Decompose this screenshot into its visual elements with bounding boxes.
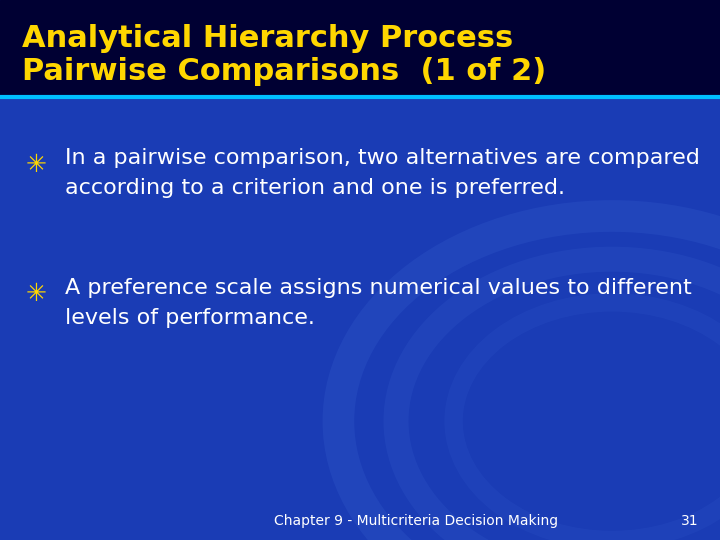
Text: In a pairwise comparison, two alternatives are compared: In a pairwise comparison, two alternativ… xyxy=(65,148,700,168)
Text: Chapter 9 - Multicriteria Decision Making: Chapter 9 - Multicriteria Decision Makin… xyxy=(274,514,558,528)
Text: levels of performance.: levels of performance. xyxy=(65,308,315,328)
Text: 31: 31 xyxy=(681,514,698,528)
Text: ✳: ✳ xyxy=(25,282,47,306)
Text: Pairwise Comparisons  (1 of 2): Pairwise Comparisons (1 of 2) xyxy=(22,57,546,86)
Bar xyxy=(0,97,720,540)
Text: A preference scale assigns numerical values to different: A preference scale assigns numerical val… xyxy=(65,278,691,298)
Text: according to a criterion and one is preferred.: according to a criterion and one is pref… xyxy=(65,178,564,198)
Bar xyxy=(0,0,720,97)
Text: Analytical Hierarchy Process: Analytical Hierarchy Process xyxy=(22,24,513,53)
Text: ✳: ✳ xyxy=(25,153,47,177)
